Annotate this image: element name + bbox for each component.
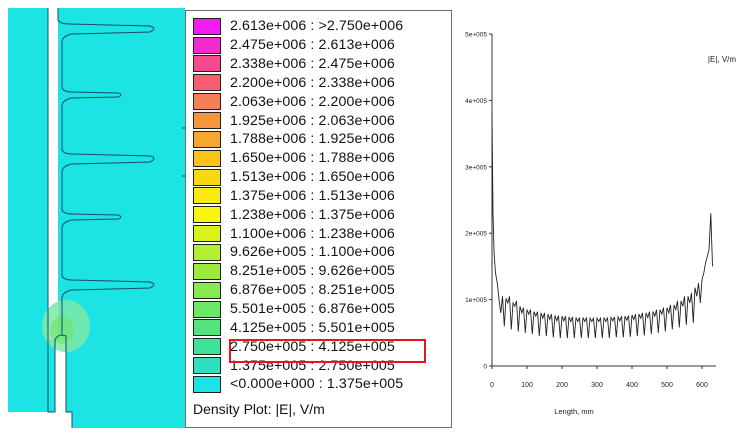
field-region-left	[8, 8, 48, 412]
legend-range-label: 1.100e+006 : 1.238e+006	[230, 225, 395, 242]
x-tick-label: 400	[626, 382, 638, 389]
legend-swatch	[193, 281, 221, 299]
legend-row: 4.125e+005 : 5.501e+005	[193, 319, 395, 338]
legend-row: 2.750e+005 : 4.125e+005	[193, 337, 395, 356]
legend-swatch	[193, 357, 221, 375]
legend-swatch	[193, 168, 221, 186]
series-line-E	[491, 113, 713, 339]
y-tick-label: 0	[483, 364, 487, 371]
legend-range-label: 2.750e+005 : 4.125e+005	[230, 338, 395, 355]
legend-range-label: 2.613e+006 : >2.750e+006	[230, 18, 404, 35]
legend-row: 1.788e+006 : 1.925e+006	[193, 130, 395, 149]
legend-swatch	[193, 187, 221, 205]
legend-range-label: 5.501e+005 : 6.876e+005	[230, 301, 395, 318]
legend-swatch	[193, 225, 221, 243]
legend-row: 2.200e+006 : 2.338e+006	[193, 74, 395, 93]
legend-range-label: 4.125e+005 : 5.501e+005	[230, 319, 395, 336]
legend-row: 2.338e+006 : 2.475e+006	[193, 55, 395, 74]
x-tick-label: 600	[696, 382, 708, 389]
legend-row: 5.501e+005 : 6.876e+005	[193, 300, 395, 319]
y-tick-label: 5e+005	[465, 32, 487, 39]
field-line-chart: 0 1e+005 2e+005 3e+005 4e+005 5e+005 0 100 200 3…	[452, 0, 750, 440]
x-tick-label: 200	[556, 382, 568, 389]
y-tick-group: 0 1e+005 2e+005 3e+005 4e+005 5e+005	[465, 32, 492, 371]
legend-range-label: 2.063e+006 : 2.200e+006	[230, 93, 395, 110]
x-tick-label: 300	[591, 382, 603, 389]
conductor-body	[48, 8, 58, 340]
legend-swatch	[193, 74, 221, 92]
series-label: |E|, V/m	[708, 55, 736, 64]
y-tick-label: 1e+005	[465, 297, 487, 304]
legend-swatch	[193, 243, 221, 261]
y-tick-label: 3e+005	[465, 164, 487, 171]
insulator-outline	[47, 8, 185, 428]
legend-range-label: 1.513e+006 : 1.650e+006	[230, 169, 395, 186]
legend-range-label: <0.000e+000 : 1.375e+005	[230, 376, 404, 393]
legend-row: 1.925e+006 : 2.063e+006	[193, 111, 395, 130]
legend-swatch	[193, 319, 221, 337]
legend-row: 6.876e+005 : 8.251e+005	[193, 281, 395, 300]
legend-row-highlight	[229, 339, 426, 363]
legend-row: <0.000e+000 : 1.375e+005	[193, 375, 403, 394]
legend-row: 2.475e+006 : 2.613e+006	[193, 36, 395, 55]
legend-range-label: 6.876e+005 : 8.251e+005	[230, 282, 395, 299]
x-tick-label: 100	[521, 382, 533, 389]
legend-range-label: 1.650e+006 : 1.788e+006	[230, 150, 395, 167]
legend-range-label: 2.200e+006 : 2.338e+006	[230, 74, 395, 91]
legend-swatch	[193, 130, 221, 148]
legend-caption: Density Plot: |E|, V/m	[193, 401, 325, 417]
legend-row: 2.613e+006 : >2.750e+006	[193, 17, 403, 36]
legend-swatch	[193, 375, 221, 393]
legend-range-label: 1.788e+006 : 1.925e+006	[230, 131, 395, 148]
legend-swatch	[193, 112, 221, 130]
legend-row: 1.650e+006 : 1.788e+006	[193, 149, 395, 168]
legend-swatch	[193, 36, 221, 54]
legend-swatch	[193, 300, 221, 318]
x-tick-label: 500	[661, 382, 673, 389]
legend-range-label: 9.626e+005 : 1.100e+006	[230, 244, 395, 261]
legend-row: 1.513e+006 : 1.650e+006	[193, 168, 395, 187]
legend-row: 1.375e+006 : 1.513e+006	[193, 187, 395, 206]
legend-row: 1.238e+006 : 1.375e+006	[193, 206, 395, 225]
legend-range-label: 8.251e+005 : 9.626e+005	[230, 263, 395, 280]
y-tick-label: 4e+005	[465, 98, 487, 105]
legend-swatch	[193, 55, 221, 73]
legend-range-label: 2.338e+006 : 2.475e+006	[230, 55, 395, 72]
x-tick-label: 0	[490, 382, 494, 389]
legend-range-label: 2.475e+006 : 2.613e+006	[230, 37, 395, 54]
geometry-view	[0, 0, 185, 440]
legend-range-label: 1.238e+006 : 1.375e+006	[230, 206, 395, 223]
legend-row: 2.063e+006 : 2.200e+006	[193, 92, 395, 111]
legend-row: 8.251e+005 : 9.626e+005	[193, 262, 395, 281]
legend-row: 9.626e+005 : 1.100e+006	[193, 243, 395, 262]
legend-swatch	[193, 338, 221, 356]
density-legend: 2.613e+006 : >2.750e+006 2.475e+006 : 2.6…	[185, 10, 452, 428]
legend-swatch	[193, 17, 221, 35]
legend-swatch	[193, 93, 221, 111]
legend-range-label: 1.375e+006 : 1.513e+006	[230, 187, 395, 204]
legend-range-label: 1.925e+006 : 2.063e+006	[230, 112, 395, 129]
x-axis-label: Length, mm	[554, 407, 594, 416]
chart-background	[452, 0, 750, 440]
legend-swatch	[193, 206, 221, 224]
legend-swatch	[193, 149, 221, 167]
y-tick-label: 2e+005	[465, 231, 487, 238]
legend-swatch	[193, 262, 221, 280]
legend-row: 1.100e+006 : 1.238e+006	[193, 224, 395, 243]
x-tick-group: 0 100 200 300 400 500 600	[490, 366, 708, 389]
